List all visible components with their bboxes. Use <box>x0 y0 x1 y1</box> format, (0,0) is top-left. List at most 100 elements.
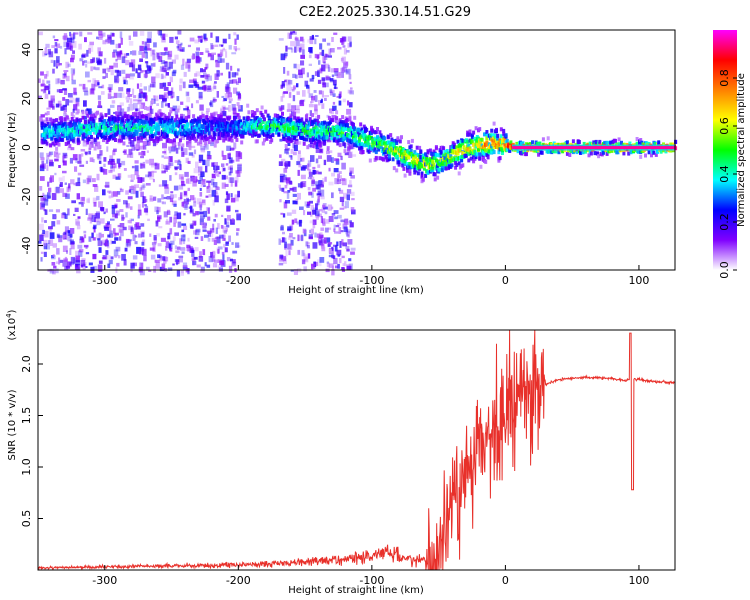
spectrogram-cell <box>128 136 132 141</box>
spectrogram-cell <box>223 230 227 234</box>
spectrogram-cell <box>54 187 60 194</box>
spectrogram-cell <box>638 140 641 145</box>
spectrogram-cell <box>102 121 105 126</box>
spectrogram-cell <box>219 260 224 266</box>
spectrogram-cell <box>191 103 194 109</box>
spectrogram-cell <box>316 193 322 196</box>
spectrogram-cell <box>167 162 172 169</box>
spectrogram-cell <box>117 173 121 178</box>
spectrogram-cell <box>210 44 215 50</box>
spectrogram-cell <box>149 177 155 180</box>
spectrogram-cell <box>358 133 361 137</box>
spectrogram-cell <box>133 31 138 37</box>
spectrogram-cell <box>295 74 298 79</box>
spectrogram-cell <box>319 184 324 188</box>
spectrogram-cell <box>128 189 132 193</box>
spectrogram-cell <box>178 138 182 143</box>
spectrogram-cell <box>169 228 173 235</box>
spectrogram-cell <box>113 111 117 114</box>
spectrogram-cell <box>331 118 335 123</box>
spectrogram-cell <box>169 216 173 223</box>
spectrogram-cell <box>150 108 154 114</box>
spectrogram-cell <box>214 236 219 239</box>
spectrogram-cell <box>191 250 195 257</box>
spectrogram-cell <box>324 63 330 69</box>
spectrogram-cell <box>171 108 176 112</box>
spectrogram-cell <box>294 46 297 53</box>
spectrogram-cell <box>261 141 265 146</box>
spectrogram-cell <box>53 151 59 158</box>
spectrogram-cell <box>398 139 402 144</box>
spectrogram-cell <box>99 218 105 224</box>
spectrogram-cell <box>281 128 284 133</box>
spectrogram-cell <box>196 116 200 121</box>
spectrogram-cell <box>113 232 117 237</box>
spectrogram-cell <box>62 155 65 163</box>
spectrogram-cell <box>331 254 334 259</box>
spectrogram-cell <box>77 160 82 164</box>
spectrogram-cell <box>496 133 500 138</box>
spectrogram-cell <box>74 166 78 172</box>
spectrogram-cell <box>299 101 303 105</box>
spectrogram-cell <box>141 262 144 267</box>
spectrogram-cell <box>64 142 68 146</box>
spectrogram-cell <box>194 211 199 216</box>
spectrogram-cell <box>300 174 306 180</box>
spectrogram-cell <box>76 101 80 107</box>
spectrogram-cell <box>193 256 198 260</box>
spectrogram-cell <box>432 162 436 167</box>
spectrogram-cell <box>162 95 165 101</box>
spectrogram-cell <box>335 138 339 143</box>
spectrogram-cell <box>424 173 428 178</box>
spectrogram-cell <box>87 108 92 115</box>
spectrogram-cell <box>106 67 109 71</box>
spectrogram-cell <box>280 84 283 89</box>
spectrogram-cell <box>318 236 323 244</box>
spectrogram-cell <box>319 135 323 140</box>
spectrogram-cell <box>232 107 237 115</box>
spectrogram-cell <box>216 165 220 170</box>
spectrogram-cell <box>462 151 466 156</box>
spectrogram-cell <box>222 38 227 44</box>
spectrogram-cell <box>141 51 145 58</box>
spectrogram-cell <box>220 58 225 63</box>
spectrogram-cell <box>198 256 204 262</box>
spectrogram-cell <box>123 53 128 58</box>
spectrogram-cell <box>293 144 298 151</box>
spectrogram-cell <box>340 178 346 182</box>
spectrogram-cell <box>499 134 503 139</box>
spectrogram-cell <box>331 115 335 120</box>
spectrogram-cell <box>347 239 353 245</box>
spectrogram-cell <box>287 226 292 231</box>
spectrogram-cell <box>134 235 138 238</box>
spectrogram-cell <box>479 141 483 146</box>
spectrogram-cell <box>326 261 329 264</box>
spectrogram-cell <box>414 155 418 160</box>
spectrogram-cell <box>188 146 192 151</box>
spectrogram-cell <box>213 239 217 245</box>
spectrogram-cell <box>40 195 44 202</box>
spectrogram-cell <box>64 48 67 55</box>
spectrogram-cell <box>44 112 48 116</box>
colorbar-ticks: 0.00.20.40.60.8 <box>718 69 737 279</box>
spectrogram-cell <box>153 235 157 241</box>
spectrogram-cell <box>207 131 211 136</box>
spectrogram-cell <box>290 155 293 160</box>
spectrogram-cell <box>575 150 579 155</box>
spectrogram-cell <box>339 91 342 98</box>
spectrogram-cell <box>205 165 208 173</box>
spectrogram-cell <box>538 141 542 146</box>
spectrogram-cell <box>287 243 293 250</box>
spectrogram-cell <box>390 137 394 142</box>
spectrogram-cell <box>496 136 500 141</box>
spectrogram-cell <box>172 142 177 146</box>
spectrogram-cell <box>128 148 133 155</box>
spectrogram-cell <box>79 249 84 253</box>
spectrogram-cell <box>132 262 137 267</box>
snr-x-ticks: -300 -200 -100 0 100 <box>92 565 649 587</box>
spectrogram-cell <box>62 160 67 166</box>
spectrogram-cell <box>39 223 44 231</box>
spectrogram-cell <box>150 120 153 125</box>
spectrogram-cell <box>224 93 230 99</box>
spectrogram-cell <box>220 225 224 229</box>
